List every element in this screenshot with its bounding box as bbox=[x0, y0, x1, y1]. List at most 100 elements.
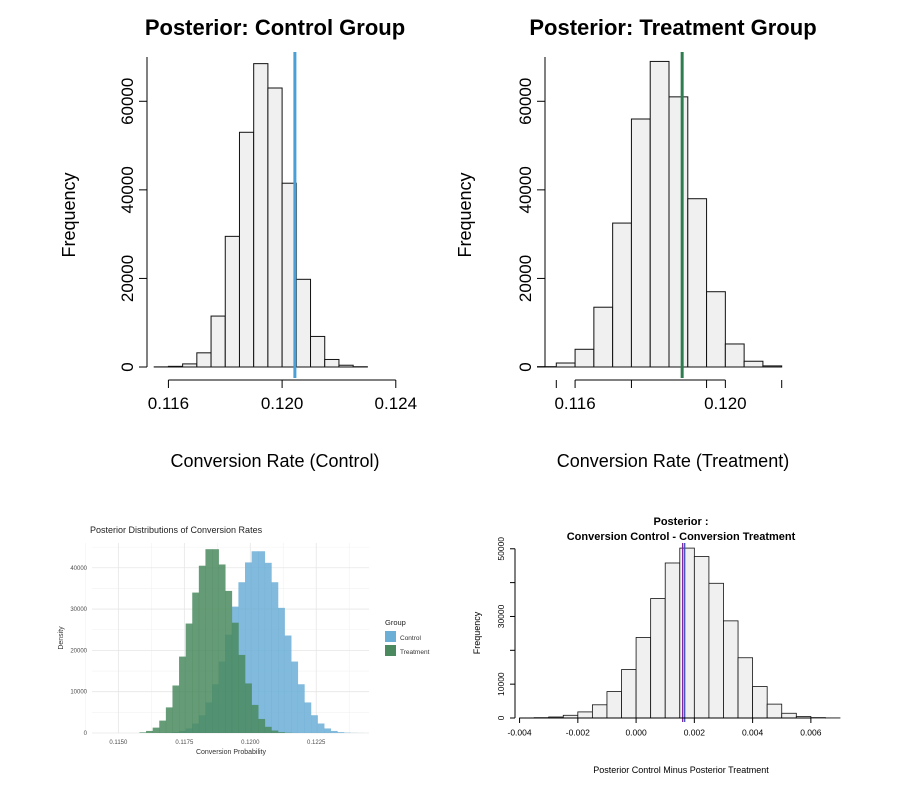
x-tick-label: 0.004 bbox=[742, 728, 764, 738]
y-tick-label: 0 bbox=[516, 362, 535, 371]
histogram-bar-control bbox=[291, 661, 299, 733]
chart-title: Posterior Distributions of Conversion Ra… bbox=[90, 525, 263, 535]
histogram-bar bbox=[606, 691, 622, 719]
y-tick-label: 0 bbox=[118, 362, 137, 371]
x-tick-label: 0.120 bbox=[261, 394, 304, 413]
histogram-bar-treatment bbox=[198, 565, 206, 733]
histogram-bar-treatment bbox=[139, 732, 147, 733]
histogram-bar-control bbox=[330, 730, 338, 733]
histogram-bar bbox=[574, 348, 595, 368]
histogram-bar-treatment bbox=[271, 730, 279, 733]
histogram-bar bbox=[224, 235, 240, 368]
histogram-bar bbox=[210, 315, 226, 368]
histogram-bar-treatment bbox=[212, 549, 219, 733]
histogram-bar-control bbox=[304, 702, 312, 733]
y-tick-label: 60000 bbox=[118, 78, 137, 125]
histogram-bar bbox=[679, 547, 695, 719]
chart-difference: Posterior : Conversion Control - Convers… bbox=[472, 516, 841, 775]
x-tick-label: 0.1200 bbox=[241, 740, 260, 746]
histogram-bar-treatment bbox=[205, 549, 213, 733]
legend-swatch-treatment bbox=[385, 645, 396, 656]
chart-title-line-2: Conversion Control - Conversion Treatmen… bbox=[567, 531, 796, 543]
chart-overlay: Posterior Distributions of Conversion Ra… bbox=[58, 525, 430, 756]
histogram-bar-treatment bbox=[218, 564, 226, 733]
histogram-bar bbox=[196, 352, 212, 368]
x-tick-label: 0.000 bbox=[625, 728, 647, 738]
chart-treatment: Posterior: Treatment Group 0.116 0.120 0 20… bbox=[455, 15, 817, 471]
x-tick-label: 0.1175 bbox=[175, 740, 194, 746]
histogram-bar bbox=[310, 335, 326, 368]
histogram-bar-control bbox=[258, 551, 266, 733]
histogram-bar bbox=[238, 131, 255, 368]
y-axis-label: Frequency bbox=[59, 172, 79, 257]
x-tick-label: 0.124 bbox=[375, 394, 418, 413]
histogram-bar-control bbox=[284, 635, 292, 733]
legend: Group Control Treatment bbox=[385, 618, 430, 656]
y-tick-label: 10000 bbox=[70, 690, 87, 696]
histogram-bar-treatment bbox=[277, 732, 285, 733]
y-tick-label: 40000 bbox=[516, 166, 535, 213]
histogram-bar bbox=[577, 711, 593, 719]
histogram-bar bbox=[693, 556, 710, 719]
histogram-bar-treatment bbox=[179, 656, 186, 733]
histogram-bar bbox=[555, 362, 576, 368]
x-axis-label: Conversion Probability bbox=[196, 749, 267, 756]
histogram-bar-control bbox=[264, 562, 272, 733]
histogram-bar bbox=[664, 562, 681, 719]
y-axis-label: Frequency bbox=[472, 611, 482, 654]
histogram-bar bbox=[723, 620, 739, 719]
x-tick-label: -0.002 bbox=[566, 728, 590, 738]
histogram-bar bbox=[706, 291, 726, 368]
histogram-bar-treatment bbox=[231, 622, 239, 733]
y-tick-label: 0 bbox=[84, 731, 88, 737]
x-axis-label: Posterior Control Minus Posterior Treatm… bbox=[593, 765, 769, 775]
y-tick-label: 30000 bbox=[70, 607, 87, 613]
histogram-bar bbox=[295, 278, 312, 368]
histogram-bar-treatment bbox=[159, 720, 167, 733]
y-tick-label: 20000 bbox=[70, 648, 87, 654]
histogram-bar bbox=[635, 637, 652, 719]
histogram-bar bbox=[267, 87, 283, 368]
histogram-bar-treatment bbox=[172, 685, 180, 733]
legend-title: Group bbox=[385, 618, 406, 627]
histogram-bar bbox=[649, 60, 670, 368]
histogram-bar-control bbox=[310, 715, 318, 733]
y-tick-label: 30000 bbox=[496, 604, 506, 628]
y-axis-label: Density bbox=[58, 626, 65, 650]
x-axis-label: Conversion Rate (Treatment) bbox=[557, 451, 789, 471]
histogram-bar bbox=[612, 222, 632, 368]
histogram-bar-control bbox=[271, 582, 279, 733]
histogram-bar bbox=[591, 704, 608, 719]
y-tick-label: 60000 bbox=[516, 78, 535, 125]
histogram-bar bbox=[762, 365, 783, 368]
chart-title: Posterior: Control Group bbox=[145, 15, 405, 40]
histogram-bar bbox=[781, 712, 797, 719]
x-tick-label: 0.120 bbox=[704, 394, 747, 413]
histogram-bar bbox=[743, 360, 764, 368]
histogram-bar bbox=[724, 343, 745, 368]
y-tick-label: 20000 bbox=[516, 255, 535, 302]
histogram-bar-treatment bbox=[185, 623, 193, 733]
x-tick-label: 0.002 bbox=[684, 728, 706, 738]
histogram-bar bbox=[338, 364, 354, 368]
y-axis-label: Frequency bbox=[455, 172, 475, 257]
histogram-bar bbox=[630, 118, 651, 368]
histogram-bar-treatment bbox=[225, 590, 233, 733]
histogram-bar-treatment bbox=[238, 654, 246, 733]
histogram-bar-treatment bbox=[146, 730, 153, 733]
histogram-bar-treatment bbox=[258, 718, 266, 733]
histogram-bar-control bbox=[297, 684, 305, 733]
y-tick-label: 0 bbox=[496, 715, 506, 720]
y-tick-label: 10000 bbox=[496, 672, 506, 696]
histogram-bar bbox=[766, 703, 783, 719]
legend-swatch-control bbox=[385, 631, 396, 642]
histogram-bar-control bbox=[245, 562, 252, 733]
histogram-bar-treatment bbox=[165, 707, 173, 733]
x-tick-label: 0.116 bbox=[554, 394, 595, 413]
histogram-bar bbox=[324, 358, 340, 368]
histogram-bar-treatment bbox=[251, 704, 259, 733]
x-tick-label: 0.1150 bbox=[109, 740, 128, 746]
histogram-bar bbox=[737, 657, 754, 719]
y-tick-label: 50000 bbox=[496, 537, 506, 561]
